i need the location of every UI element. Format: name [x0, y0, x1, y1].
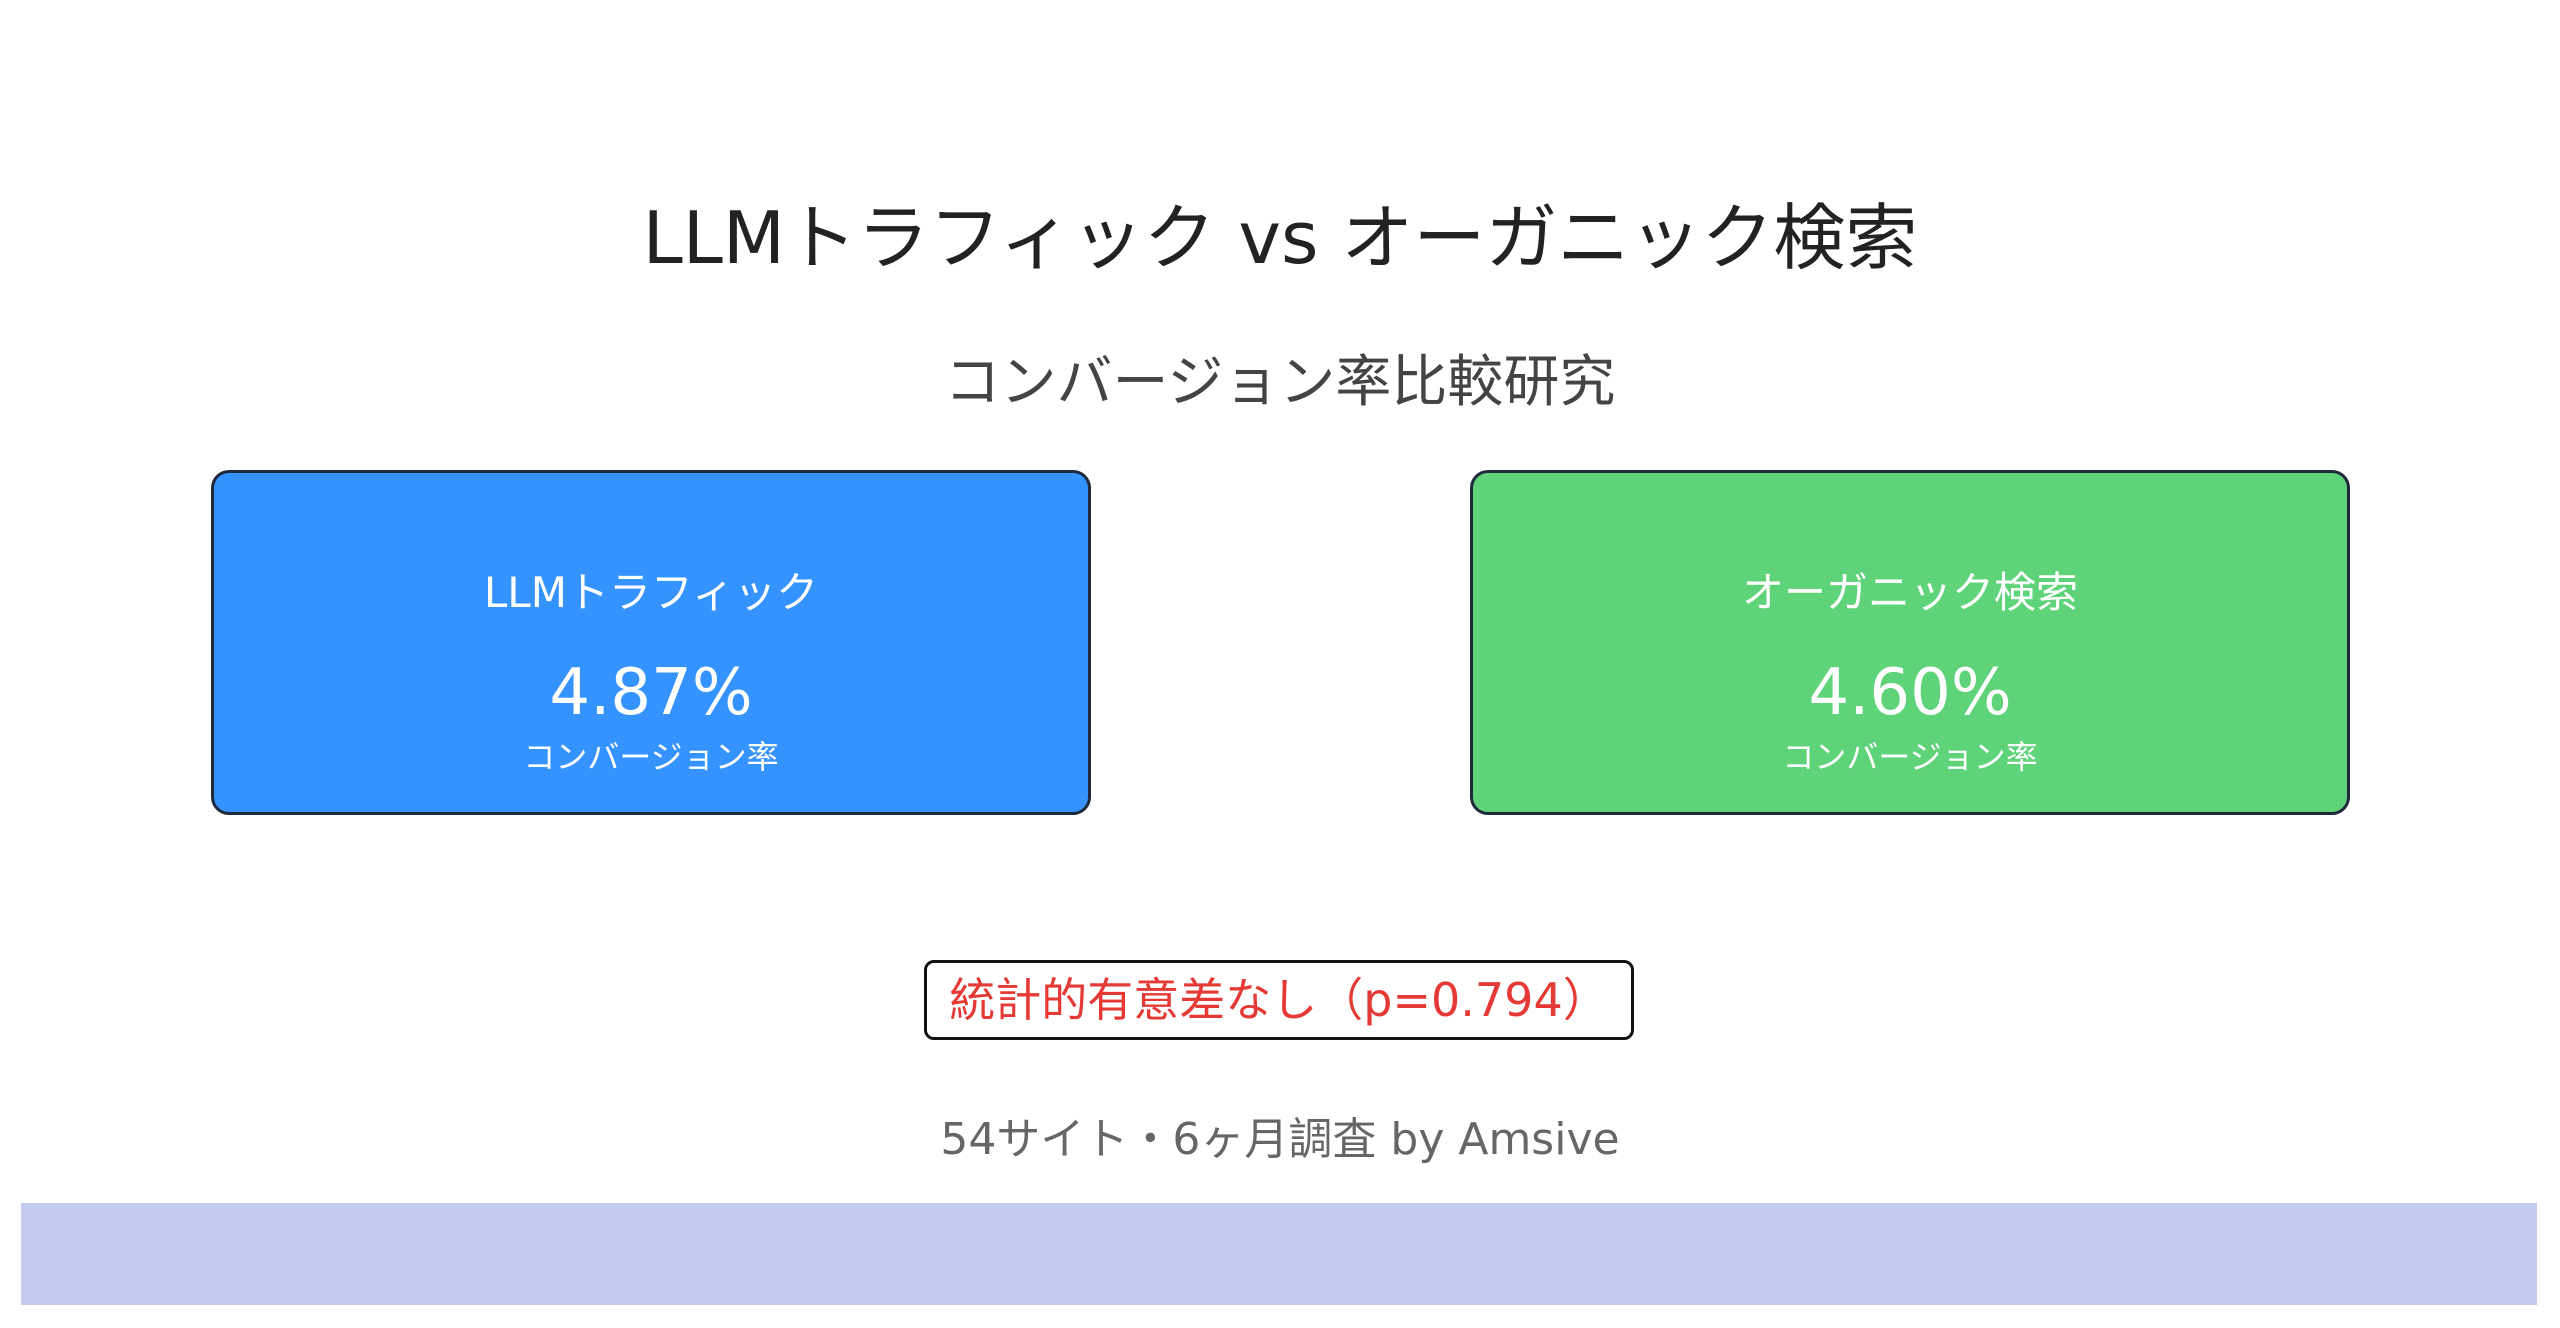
card-label: LLMトラフィック: [483, 568, 819, 617]
bottom-band: [21, 1203, 2537, 1305]
organic-search-card: オーガニック検索 4.60% コンバージョン率: [1470, 470, 2350, 815]
card-value: 4.87%: [549, 656, 753, 730]
card-caption: コンバージョン率: [523, 738, 779, 776]
footer-source: 54サイト・6ヶ月調査 by Amsive: [940, 1114, 1620, 1165]
card-label: オーガニック検索: [1741, 568, 2078, 617]
page-title: LLMトラフィック vs オーガニック検索: [642, 196, 1918, 280]
page-subtitle: コンバージョン率比較研究: [944, 350, 1616, 415]
llm-traffic-card: LLMトラフィック 4.87% コンバージョン率: [211, 470, 1091, 815]
card-caption: コンバージョン率: [1782, 738, 2038, 776]
card-value: 4.60%: [1808, 656, 2012, 730]
significance-note: 統計的有意差なし（p=0.794）: [924, 960, 1634, 1040]
